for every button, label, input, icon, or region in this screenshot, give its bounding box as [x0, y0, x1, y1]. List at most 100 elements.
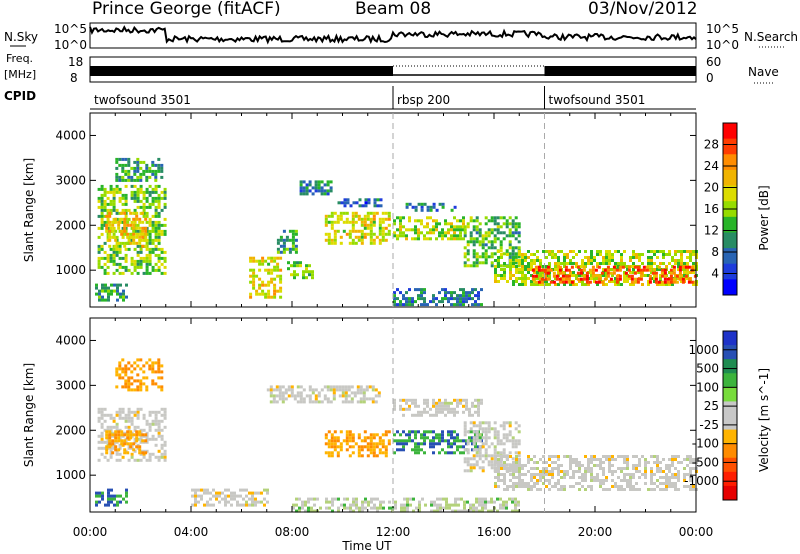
heatmap-cell — [435, 237, 438, 241]
heatmap-cell — [333, 238, 337, 242]
heatmap-cell — [359, 397, 363, 401]
heatmap-cell — [148, 253, 152, 257]
heatmap-cell — [267, 271, 271, 275]
heatmap-cell — [348, 445, 352, 449]
heatmap-cell — [121, 241, 125, 245]
heatmap-cell — [514, 509, 517, 513]
heatmap-cell — [387, 229, 391, 233]
heatmap-cell — [120, 430, 124, 434]
heatmap-cell — [502, 503, 505, 507]
heatmap-cell — [331, 509, 334, 513]
heatmap-cell — [157, 241, 161, 245]
heatmap-cell — [426, 216, 429, 220]
heatmap-cell — [680, 280, 683, 283]
heatmap-cell — [663, 268, 667, 272]
heatmap-cell — [512, 470, 515, 473]
heatmap-cell — [123, 244, 127, 248]
heatmap-cell — [411, 439, 414, 443]
heatmap-cell — [650, 488, 653, 491]
heatmap-cell — [95, 286, 98, 290]
heatmap-cell — [644, 458, 647, 461]
heatmap-cell — [399, 222, 402, 226]
heatmap-cell — [129, 211, 133, 215]
heatmap-cell — [453, 228, 456, 232]
heatmap-cell — [298, 497, 301, 501]
heatmap-cell — [342, 211, 346, 215]
heatmap-cell — [539, 470, 542, 473]
heatmap-cell — [371, 400, 375, 404]
heatmap-cell — [399, 231, 402, 235]
heatmap-cell — [515, 280, 518, 283]
heatmap-cell — [569, 262, 572, 265]
heatmap-cell — [317, 394, 321, 398]
heatmap-cell — [103, 190, 107, 194]
heatmap-cell — [686, 458, 689, 461]
heatmap-cell — [212, 503, 215, 507]
heatmap-cell — [453, 430, 456, 434]
heatmap-cell — [500, 268, 503, 271]
heatmap-cell — [608, 259, 611, 262]
heatmap-cell — [115, 373, 119, 377]
heatmap-cell — [608, 455, 611, 458]
colorbar-tick-label: -500 — [692, 455, 719, 469]
heatmap-cell — [245, 494, 248, 498]
heatmap-cell — [669, 277, 673, 281]
heatmap-cell — [478, 445, 482, 449]
heatmap-cell — [115, 172, 119, 176]
heatmap-cell — [105, 433, 109, 437]
heatmap-cell — [465, 404, 468, 408]
heatmap-cell — [399, 291, 402, 295]
heatmap-cell — [515, 268, 518, 271]
heatmap-cell — [689, 259, 692, 262]
heatmap-cell — [129, 223, 133, 227]
heatmap-cell — [384, 451, 388, 455]
heatmap-cell — [423, 442, 426, 446]
heatmap-cell — [157, 376, 161, 380]
heatmap-cell — [381, 433, 385, 437]
heatmap-cell — [444, 294, 447, 298]
heatmap-cell — [103, 446, 107, 450]
mode-separators — [392, 113, 545, 512]
heatmap-cell — [269, 394, 273, 398]
heatmap-cell — [496, 225, 500, 229]
heatmap-cell — [115, 370, 119, 374]
x-tick-label: 04:00 — [174, 525, 209, 539]
freq-left-tick-top: 18 — [68, 55, 83, 69]
heatmap-cell — [496, 442, 500, 446]
heatmap-cell — [585, 274, 589, 278]
heatmap-cell — [242, 497, 245, 501]
heatmap-cell — [681, 265, 685, 269]
heatmap-cell — [683, 467, 686, 470]
heatmap-cell — [481, 460, 485, 464]
heatmap-cell — [689, 488, 692, 491]
heatmap-cell — [462, 439, 465, 443]
heatmap-cell — [678, 268, 682, 272]
heatmap-cell — [460, 509, 463, 513]
heatmap-cell — [472, 463, 476, 467]
heatmap-cell — [423, 398, 426, 402]
heatmap-cell — [475, 454, 479, 458]
heatmap-cell — [151, 220, 155, 224]
heatmap-cell — [122, 289, 125, 293]
heatmap-cell — [466, 258, 470, 262]
heatmap-cell — [438, 222, 441, 226]
heatmap-cell — [557, 464, 560, 467]
heatmap-cell — [157, 419, 161, 423]
heatmap-cell — [127, 217, 131, 221]
heatmap-cell — [478, 240, 482, 244]
heatmap-cell — [626, 280, 629, 283]
heatmap-cell — [105, 445, 109, 449]
heatmap-cell — [260, 500, 263, 504]
heatmap-cell — [530, 253, 533, 256]
heatmap-cell — [115, 184, 119, 188]
noise-right-tick-top: 10^5 — [706, 22, 739, 36]
heatmap-cell — [533, 467, 536, 470]
heatmap-cell — [382, 500, 385, 504]
heatmap-cell — [420, 413, 423, 417]
heatmap-cell — [524, 265, 527, 268]
heatmap-cell — [605, 256, 608, 259]
heatmap-cell — [254, 497, 257, 501]
nave-label: Nave — [748, 65, 779, 79]
heatmap-cell — [333, 442, 337, 446]
heatmap-cell — [514, 503, 517, 507]
